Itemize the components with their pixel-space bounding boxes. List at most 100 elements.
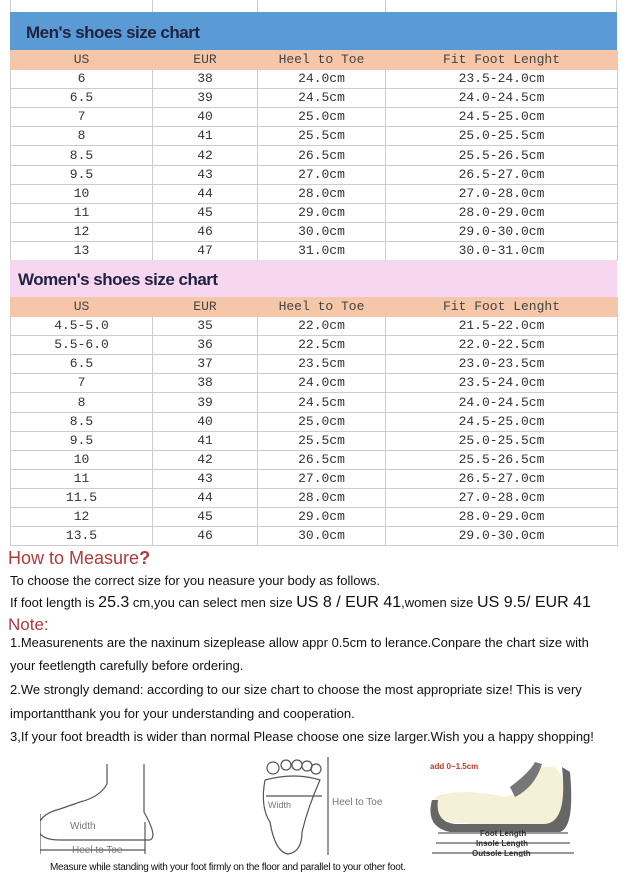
table-header-row: US EUR Heel to Toe Fit Foot Lenght	[10, 49, 618, 71]
table-row: 8.5 40 25.0cm 24.5-25.0cm	[10, 411, 618, 432]
note-line: 2.We strongly demand: according to our s…	[10, 682, 582, 697]
note-line: 3,If your foot breadth is wider than nor…	[10, 729, 594, 744]
table-cell: 24.5cm	[257, 88, 386, 109]
side-foot-diagram	[40, 764, 154, 854]
table-row: 7 40 25.0cm 24.5-25.0cm	[10, 107, 618, 128]
table-cell: 24.5-25.0cm	[385, 411, 618, 432]
table-cell: 30.0-31.0cm	[385, 240, 618, 262]
table-cell: 41	[152, 430, 258, 451]
table-cell: 9.5	[10, 430, 153, 451]
top-width-label: Width	[268, 800, 291, 810]
table-cell: 38	[152, 69, 258, 90]
table-cell: 29.0cm	[257, 507, 386, 528]
table-cell: 6.5	[10, 354, 153, 375]
table-cell: 46	[152, 526, 258, 547]
add-label: add 0~1.5cm	[430, 762, 478, 771]
table-cell: 23.0-23.5cm	[385, 354, 618, 375]
example-women-size: US 9.5/ EUR 41	[477, 594, 591, 611]
table-cell: 11	[10, 202, 153, 223]
example-text: cm,you can select men size	[129, 595, 297, 610]
table-cell: 13	[10, 240, 153, 262]
shoe-section-diagram	[430, 762, 574, 854]
table-cell: 45	[152, 507, 258, 528]
table-cell: 22.5cm	[257, 335, 386, 356]
table-cell: 35	[152, 316, 258, 337]
column-header: Fit Foot Lenght	[385, 296, 618, 318]
table-cell: 9.5	[10, 164, 153, 185]
table-cell: 8	[10, 126, 153, 147]
table-cell: 27.0-28.0cm	[385, 487, 618, 509]
table-cell: 5.5-6.0	[10, 335, 153, 356]
table-cell: 24.0-24.5cm	[385, 392, 618, 413]
table-cell: 29.0-30.0cm	[385, 221, 618, 242]
table-cell: 38	[152, 373, 258, 394]
table-cell: 22.0-22.5cm	[385, 335, 618, 356]
table-cell: 8.5	[10, 411, 153, 432]
column-header: US	[10, 296, 153, 318]
table-row: 6 38 24.0cm 23.5-24.0cm	[10, 69, 618, 90]
table-cell: 28.0-29.0cm	[385, 507, 618, 528]
table-cell: 44	[152, 487, 258, 509]
table-row: 11.5 44 28.0cm 27.0-28.0cm	[10, 487, 618, 509]
table-cell: 45	[152, 202, 258, 223]
table-row: 13 47 31.0cm 30.0-31.0cm	[10, 240, 618, 262]
table-cell: 8	[10, 392, 153, 413]
table-row: 11 43 27.0cm 26.5-27.0cm	[10, 468, 618, 489]
table-cell: 26.5cm	[257, 145, 386, 166]
table-row: 8.5 42 26.5cm 25.5-26.5cm	[10, 145, 618, 166]
foot-length-label: Foot Length	[480, 829, 526, 838]
table-cell: 31.0cm	[257, 240, 386, 262]
women-size-table: US EUR Heel to Toe Fit Foot Lenght 4.5-5.0 35…	[10, 296, 618, 547]
column-header: EUR	[152, 296, 258, 318]
table-cell: 30.0cm	[257, 526, 386, 547]
women-chart-title: Women's shoes size chart	[10, 260, 617, 297]
men-size-table: US EUR Heel to Toe Fit Foot Lenght 6 38 24.0cm…	[10, 49, 618, 262]
column-header: EUR	[152, 49, 258, 71]
table-cell: 6.5	[10, 88, 153, 109]
insole-length-label: Insole Length	[476, 839, 528, 848]
table-cell: 47	[152, 240, 258, 262]
table-row: 10 42 26.5cm 25.5-26.5cm	[10, 449, 618, 470]
table-cell: 7	[10, 373, 153, 394]
table-cell: 11.5	[10, 487, 153, 509]
table-cell: 28.0cm	[257, 183, 386, 204]
note-line: 1.Measurenents are the naxinum sizepleas…	[10, 635, 589, 650]
table-row: 10 44 28.0cm 27.0-28.0cm	[10, 183, 618, 204]
table-cell: 40	[152, 107, 258, 128]
how-to-measure-title: How to Measure?	[8, 548, 150, 569]
table-cell: 25.5cm	[257, 430, 386, 451]
table-cell: 26.5-27.0cm	[385, 468, 618, 489]
table-cell: 12	[10, 507, 153, 528]
table-row: 9.5 43 27.0cm 26.5-27.0cm	[10, 164, 618, 185]
table-cell: 8.5	[10, 145, 153, 166]
table-row: 4.5-5.0 35 22.0cm 21.5-22.0cm	[10, 316, 618, 337]
measure-intro: To choose the correct size for you neasu…	[10, 573, 380, 588]
table-row: 5.5-6.0 36 22.5cm 22.0-22.5cm	[10, 335, 618, 356]
table-row: 9.5 41 25.5cm 25.0-25.5cm	[10, 430, 618, 451]
table-cell: 25.0-25.5cm	[385, 126, 618, 147]
table-cell: 25.0cm	[257, 107, 386, 128]
table-cell: 26.5-27.0cm	[385, 164, 618, 185]
example-men-size: US 8 / EUR 41	[296, 594, 402, 611]
table-cell: 39	[152, 392, 258, 413]
table-cell: 36	[152, 335, 258, 356]
table-cell: 28.0cm	[257, 487, 386, 509]
table-cell: 42	[152, 449, 258, 470]
table-cell: 25.5-26.5cm	[385, 145, 618, 166]
table-cell: 24.5-25.0cm	[385, 107, 618, 128]
table-cell: 25.0-25.5cm	[385, 430, 618, 451]
top-foot-diagram	[262, 757, 329, 855]
table-cell: 27.0cm	[257, 164, 386, 185]
side-length-label: Heel to Toe	[72, 845, 123, 856]
table-cell: 24.0cm	[257, 373, 386, 394]
table-cell: 29.0cm	[257, 202, 386, 223]
side-width-label: Width	[70, 821, 96, 832]
table-cell: 7	[10, 107, 153, 128]
table-row: 12 45 29.0cm 28.0-29.0cm	[10, 507, 618, 528]
column-header: US	[10, 49, 153, 71]
table-row: 8 39 24.5cm 24.0-24.5cm	[10, 392, 618, 413]
table-cell: 13.5	[10, 526, 153, 547]
table-cell: 43	[152, 164, 258, 185]
table-cell: 41	[152, 126, 258, 147]
how-to-measure-text: How to Measure	[8, 548, 140, 568]
